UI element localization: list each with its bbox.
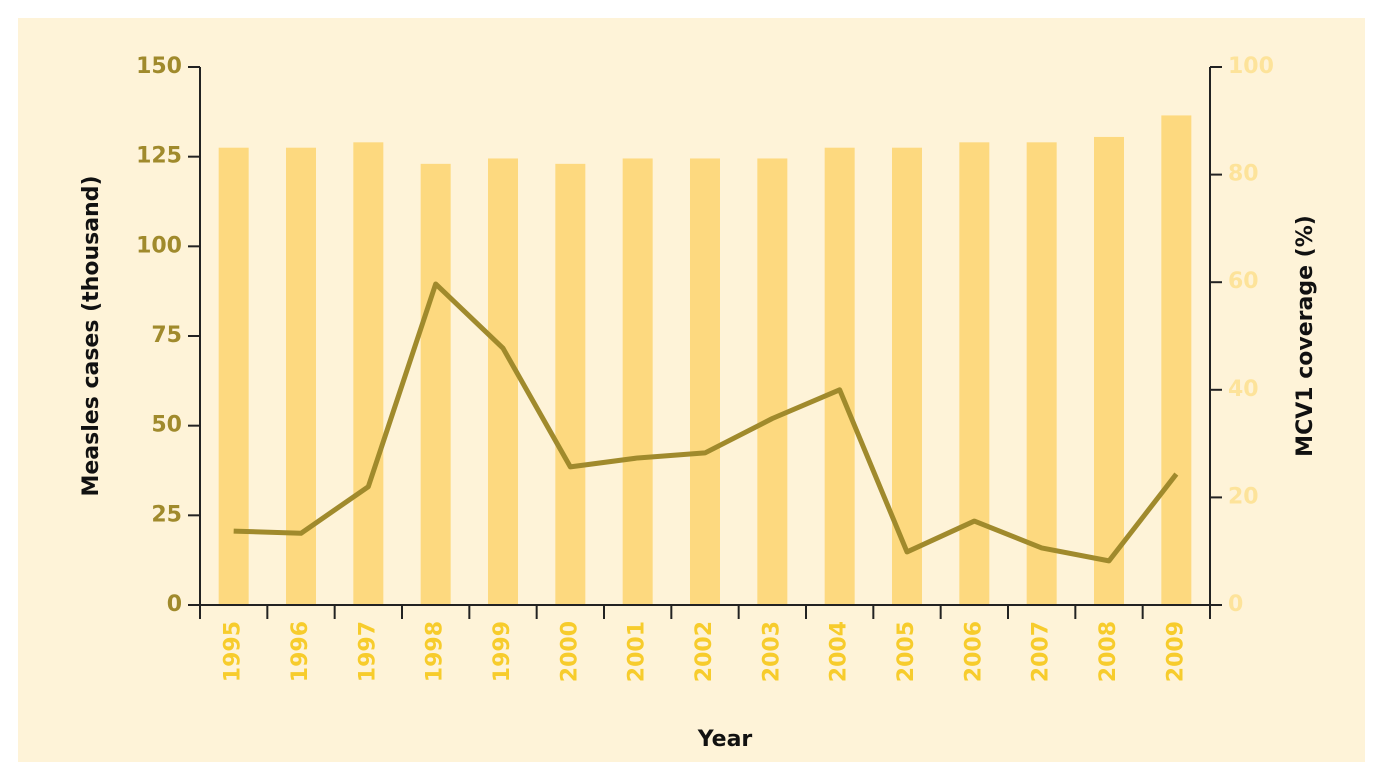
x-tick-label: 1998	[423, 621, 448, 682]
x-tick-label: 2000	[557, 621, 582, 682]
x-tick-label: 2007	[1029, 621, 1054, 682]
y-tick-label: 25	[151, 502, 182, 527]
bar	[622, 158, 653, 605]
y-tick-label: 150	[136, 54, 182, 79]
y-tick-label: 75	[151, 323, 182, 348]
x-tick-label: 2005	[894, 621, 919, 682]
bar	[892, 147, 922, 605]
y2-tick-label: 80	[1228, 162, 1259, 187]
x-tick-label: 1997	[355, 621, 380, 682]
y-tick-label: 125	[136, 144, 182, 169]
x-tick-label: 2008	[1096, 621, 1121, 682]
x-tick-label: 1996	[288, 621, 313, 682]
x-tick-label: 1995	[221, 621, 246, 682]
bar	[286, 147, 316, 605]
y-axis-label: Measles cases (thousand)	[79, 175, 104, 496]
y2-axis-label: MCV1 coverage (%)	[1293, 215, 1318, 457]
y2-tick-label: 0	[1228, 592, 1243, 617]
x-tick-label: 2009	[1163, 621, 1188, 682]
bar	[1094, 136, 1124, 605]
y2-tick-label: 100	[1228, 54, 1274, 79]
x-tick-label: 2002	[692, 621, 717, 682]
bar	[1161, 115, 1192, 606]
x-tick-label: 2006	[961, 621, 986, 682]
bar	[488, 158, 518, 605]
bar	[757, 158, 788, 605]
bar	[420, 163, 451, 605]
y2-tick-label: 60	[1228, 269, 1259, 294]
y-tick-label: 0	[167, 592, 182, 617]
bar	[824, 147, 855, 605]
bar	[555, 163, 586, 605]
x-tick-label: 1999	[490, 621, 515, 682]
y2-tick-label: 40	[1228, 377, 1259, 402]
y-tick-label: 50	[151, 413, 182, 438]
bar	[690, 158, 720, 605]
line	[233, 281, 1179, 564]
bar	[218, 147, 249, 605]
x-tick-label: 2003	[759, 621, 784, 682]
bar	[959, 142, 990, 605]
bar	[1026, 142, 1057, 605]
y2-tick-label: 20	[1228, 484, 1259, 509]
bar	[353, 142, 384, 605]
x-axis-label: Year	[697, 727, 753, 752]
y-tick-label: 100	[136, 233, 182, 258]
x-tick-label: 2001	[625, 621, 650, 682]
x-tick-label: 2004	[827, 621, 852, 682]
